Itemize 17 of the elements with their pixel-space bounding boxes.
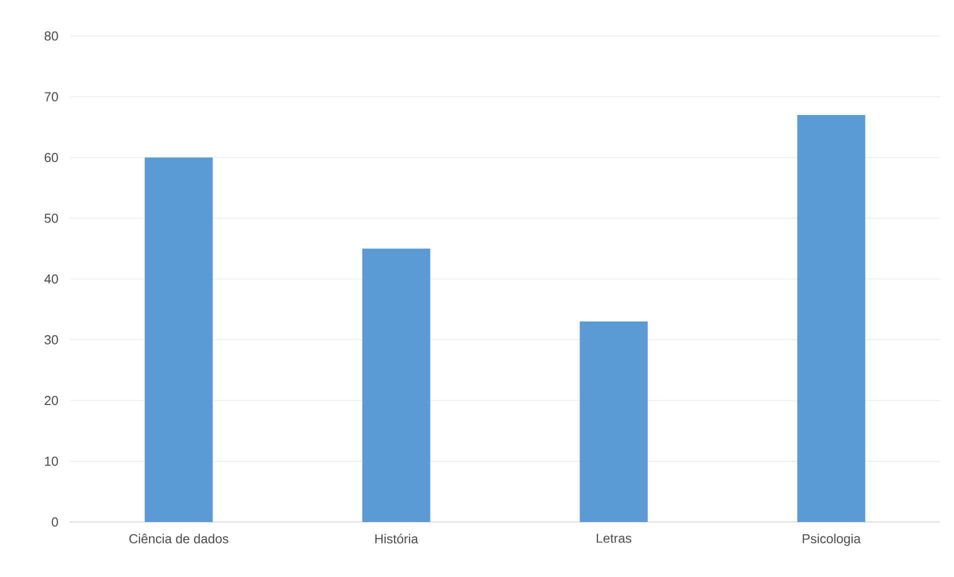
y-tick-label: 80 [44, 31, 58, 41]
bar [362, 248, 430, 522]
y-tick-label: 40 [44, 274, 58, 284]
y-tick-label: 30 [44, 335, 58, 344]
y-tick-label: 0 [52, 517, 58, 527]
y-tick-label: 50 [44, 214, 58, 223]
bar [144, 158, 213, 522]
x-tick-label: Letras [596, 534, 632, 543]
y-tick-label: 60 [44, 152, 58, 162]
x-tick-label: Psicologia [802, 534, 861, 546]
x-tick-label: Ciência de dados [129, 534, 228, 544]
y-tick-label: 20 [44, 396, 58, 406]
bar [797, 114, 866, 522]
y-tick-label: 70 [44, 92, 58, 102]
bar [580, 322, 648, 522]
x-tick-label: História [375, 534, 418, 544]
y-tick-label: 10 [45, 456, 58, 466]
